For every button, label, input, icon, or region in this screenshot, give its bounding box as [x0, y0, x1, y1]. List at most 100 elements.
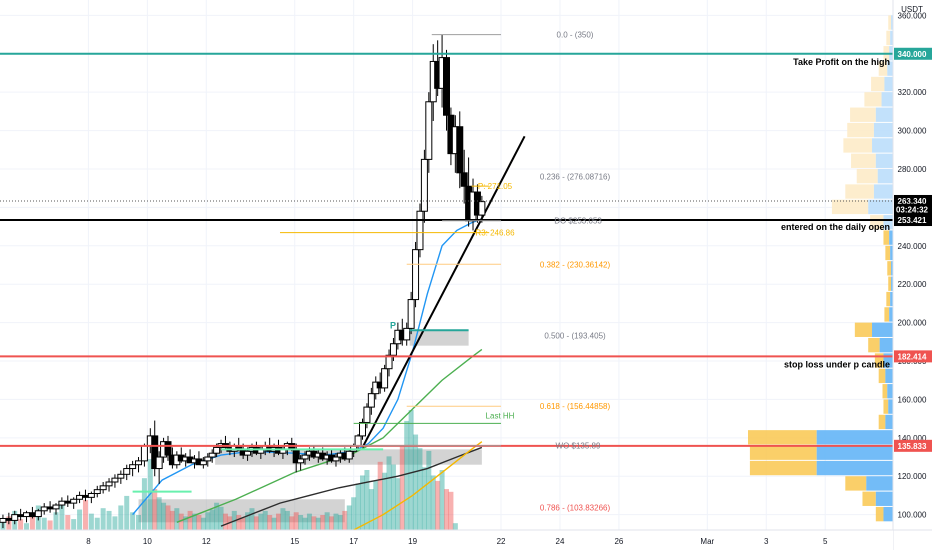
- candle-body: [52, 504, 60, 510]
- candle-body: [385, 354, 393, 370]
- volume-bar: [293, 512, 299, 530]
- volume-bar: [408, 410, 414, 530]
- volume-bar: [262, 510, 268, 530]
- volume-profile-buy: [890, 245, 893, 261]
- volume-bar: [448, 491, 454, 530]
- volume-profile-buy: [875, 491, 893, 506]
- price-tick-label: 160.000: [898, 395, 927, 404]
- volume-profile-sell: [878, 414, 886, 430]
- time-axis[interactable]: 8 10 12 15 17 19 22 24 26 Mar 3 5: [0, 529, 932, 550]
- candle-body: [443, 57, 450, 116]
- volume-bar: [24, 523, 30, 530]
- volume-bar: [439, 470, 445, 530]
- price-zone: [409, 330, 469, 346]
- volume-bar: [306, 513, 312, 530]
- volume-bar: [106, 510, 112, 530]
- time-tick-label: 19: [408, 537, 417, 546]
- volume-bar: [444, 489, 449, 530]
- candle-body: [456, 126, 464, 174]
- candle-body: [23, 512, 31, 518]
- time-axis-bg: [0, 530, 893, 550]
- candle-body: [34, 510, 42, 518]
- candle-body: [58, 500, 66, 506]
- volume-bar: [236, 515, 242, 530]
- volume-bar: [280, 508, 286, 530]
- candle-body: [155, 456, 163, 470]
- volume-profile-sell: [874, 353, 884, 368]
- candle-body: [367, 393, 375, 408]
- volume-bar: [373, 480, 379, 530]
- price-tick-label: 220.000: [898, 280, 927, 289]
- volume-bar: [386, 456, 392, 530]
- volume-profile-buy: [887, 384, 893, 399]
- volume-profile-buy: [890, 291, 893, 307]
- volume-bar: [141, 478, 147, 530]
- candle-body: [70, 498, 78, 504]
- time-tick-label: 12: [202, 537, 211, 546]
- volume-profile-buy: [875, 107, 893, 122]
- volume-bar: [169, 510, 175, 530]
- volume-bar: [245, 512, 251, 530]
- volume-bars: [0, 410, 458, 530]
- volume-profile-sell: [843, 138, 873, 153]
- candle-body: [164, 441, 172, 456]
- fib-level-label: 0.382 - (230.36142): [540, 260, 611, 269]
- candle-body: [345, 450, 353, 460]
- volume-bar: [276, 513, 282, 530]
- volume-bar: [94, 517, 100, 530]
- price-badge-label: 340.000: [898, 50, 927, 59]
- candle-body: [208, 452, 216, 458]
- volume-bar: [112, 516, 118, 530]
- candle-body: [87, 493, 95, 498]
- volume-bar: [368, 489, 374, 530]
- volume-bar: [421, 467, 427, 530]
- volume-profile-sell: [886, 30, 891, 46]
- volume-bar: [165, 505, 171, 530]
- fib-level-label: 0.618 - (156.44858): [540, 402, 611, 411]
- volume-bar: [267, 515, 273, 530]
- volume-bar: [59, 502, 65, 530]
- volume-bar: [399, 445, 405, 530]
- price-badge: [894, 203, 932, 216]
- volume-profile-sell: [851, 153, 876, 168]
- price-tick-label: 140.000: [898, 434, 927, 443]
- volume-bar: [382, 472, 388, 530]
- volume-profile-buy: [883, 215, 893, 230]
- volume-profile-sell: [850, 107, 876, 122]
- volume-bar: [324, 512, 330, 530]
- volume-bar: [196, 515, 202, 530]
- price-axis[interactable]: USDT100.000120.000140.000160.000180.0002…: [892, 0, 932, 550]
- volume-profile-sell: [887, 261, 892, 276]
- volume-bar: [178, 513, 184, 530]
- volume-profile-buy: [889, 307, 893, 322]
- time-tick-label: 22: [497, 537, 506, 546]
- trendline: [361, 135, 526, 448]
- volume-profile-sell: [885, 245, 891, 261]
- volume-bar: [77, 509, 83, 530]
- candle-body: [407, 299, 415, 329]
- annotation-label: R3: 246.86: [475, 229, 515, 238]
- annotation-label: DO $253.053: [554, 217, 602, 226]
- moving-average-line: [220, 446, 483, 527]
- volume-profile-buy: [890, 30, 893, 46]
- volume-profile-sell: [854, 322, 873, 337]
- candle-body: [412, 249, 420, 301]
- price-tick-label: 240.000: [898, 242, 927, 251]
- price-badge: [894, 439, 932, 452]
- volume-bar: [284, 510, 290, 530]
- volume-profile-sell: [845, 184, 874, 199]
- time-tick-label: 26: [614, 537, 623, 546]
- volume-profile-sell: [888, 276, 892, 291]
- volume-profile-sell: [871, 76, 885, 92]
- volume-bar: [214, 502, 220, 530]
- volume-profile-buy: [866, 476, 893, 491]
- annotation-label: Last HH: [486, 412, 515, 421]
- candle-body: [213, 446, 221, 454]
- volume-profile-buy: [816, 445, 893, 460]
- volume-profile-sell: [831, 199, 869, 215]
- volume-bar: [187, 510, 193, 530]
- annotation-label: P: 271.05: [478, 182, 513, 191]
- volume-profile-buy: [883, 353, 893, 368]
